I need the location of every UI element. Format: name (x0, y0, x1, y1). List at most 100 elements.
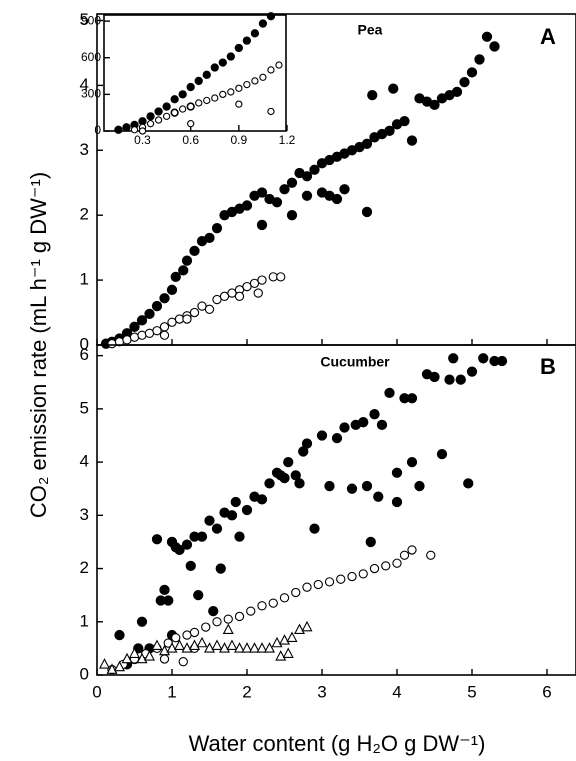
y-tick-label: 4 (80, 452, 89, 471)
circle-point (264, 478, 275, 489)
circle-point (137, 330, 147, 340)
circle-point (122, 123, 131, 132)
circle-point (478, 353, 489, 364)
circle-point (388, 83, 399, 94)
circle-point (242, 281, 252, 292)
circle-point (203, 96, 211, 105)
circle-point (159, 293, 170, 304)
circle-point (186, 82, 195, 92)
circle-point (130, 126, 139, 134)
x-tick-label: 4 (392, 682, 401, 701)
y-tick-label: 4 (80, 75, 89, 94)
circle-point (336, 574, 346, 584)
circle-point (391, 496, 403, 508)
triangle-point (263, 642, 276, 653)
circle-point (367, 89, 378, 101)
triangle-point (173, 639, 186, 650)
circle-point (234, 291, 245, 301)
circle-point (171, 633, 181, 643)
y-tick-label: 6 (80, 345, 89, 364)
circle-point (230, 496, 241, 508)
x-tick-label: 0.6 (182, 133, 199, 147)
y-tick-label: 1 (80, 611, 89, 630)
triangle-point (286, 631, 298, 642)
circle-point (202, 70, 211, 79)
circle-point (324, 480, 335, 492)
circle-point (267, 66, 275, 74)
circle-point (241, 200, 253, 211)
circle-point (170, 109, 179, 117)
circle-point (463, 478, 474, 489)
circle-point (151, 300, 163, 312)
circle-point (136, 616, 148, 627)
circle-point (266, 12, 276, 21)
circle-point (276, 272, 286, 282)
circle-point (279, 472, 290, 484)
x-axis-label: Water content (g H₂O g DW⁻¹) (189, 731, 486, 756)
plot-frame (96, 344, 576, 676)
circle-point (250, 29, 260, 38)
triangle-point (211, 639, 223, 650)
circle-point (178, 265, 189, 276)
circle-point (159, 584, 170, 595)
circle-point (154, 107, 163, 116)
circle-point (159, 654, 170, 664)
circle-point (179, 105, 187, 113)
circle-point (166, 284, 178, 295)
circle-point (235, 100, 243, 108)
circle-point (429, 371, 440, 383)
circle-point (114, 629, 125, 641)
triangle-point (233, 642, 246, 653)
circle-point (219, 90, 227, 99)
circle-point (181, 255, 193, 266)
x-tick-label: 6 (542, 682, 551, 701)
circle-point (279, 184, 290, 195)
x-tick-label: 2 (242, 682, 251, 701)
circle-point (251, 77, 259, 85)
triangle-point (222, 623, 234, 634)
circle-point (181, 539, 193, 550)
circle-point (316, 430, 328, 441)
circle-point (466, 67, 478, 78)
x-tick-label: 5 (467, 682, 476, 701)
circle-point (129, 332, 140, 342)
triangle-point (113, 660, 126, 672)
circle-point (163, 595, 174, 606)
circle-point (271, 197, 283, 208)
circle-point (331, 432, 343, 444)
circle-point (309, 523, 320, 534)
circle-point (291, 587, 301, 598)
circle-point (226, 52, 235, 61)
circle-point (361, 480, 373, 492)
circle-point (204, 232, 215, 244)
circle-point (267, 107, 275, 116)
y-tick-label: 300 (81, 87, 101, 101)
circle-point (455, 374, 466, 385)
circle-point (361, 138, 373, 149)
circle-point (369, 563, 380, 574)
y-tick-label: 5 (80, 398, 89, 417)
circle-point (391, 467, 403, 478)
circle-point (136, 315, 148, 326)
circle-point (219, 291, 230, 301)
circle-point (187, 120, 195, 128)
circle-point (211, 523, 223, 534)
circle-point (189, 627, 200, 638)
circle-point (114, 125, 123, 134)
circle-point (257, 275, 267, 285)
circle-point (194, 76, 203, 86)
circle-point (162, 112, 171, 120)
triangle-point (151, 639, 163, 650)
circle-point (406, 456, 418, 468)
circle-point (246, 606, 256, 616)
triangle-point (121, 652, 133, 664)
circle-point (174, 544, 185, 556)
triangle-point (226, 639, 238, 650)
circle-point (286, 210, 298, 221)
circle-point (436, 448, 448, 460)
circle-point (361, 206, 373, 218)
circle-point (259, 73, 267, 81)
circle-point (218, 58, 227, 67)
circle-point (243, 80, 251, 89)
